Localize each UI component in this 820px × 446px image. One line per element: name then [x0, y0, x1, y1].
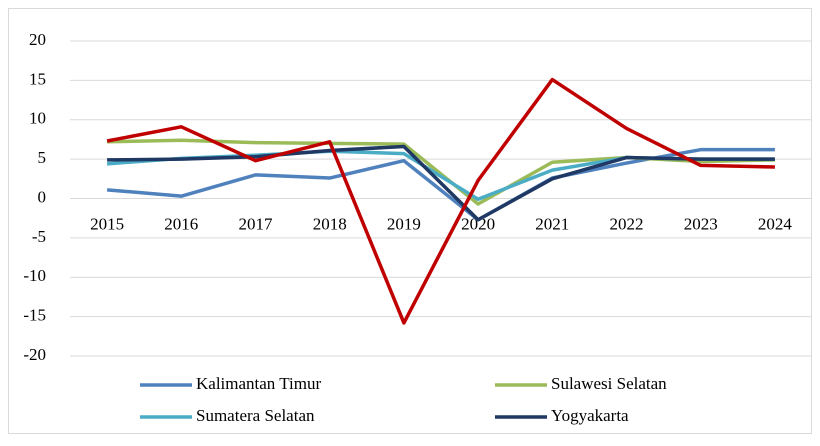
y-tick-label: 5 — [38, 148, 47, 167]
y-tick-label: 0 — [38, 187, 47, 206]
x-tick-label: 2023 — [684, 214, 718, 233]
y-tick-label: -20 — [23, 345, 46, 364]
y-tick-label: 20 — [29, 30, 46, 49]
x-tick-label: 2024 — [758, 214, 793, 233]
y-tick-label: -5 — [32, 227, 46, 246]
legend-label: Yogyakarta — [551, 406, 629, 425]
series-line — [106, 147, 775, 222]
y-tick-label: 15 — [29, 69, 46, 88]
legend-label: Kalimantan Timur — [196, 374, 321, 393]
x-tick-label: 2016 — [164, 214, 198, 233]
series-line — [106, 77, 775, 325]
legend-label: Sulawesi Selatan — [551, 374, 667, 393]
y-tick-label: 10 — [29, 109, 46, 128]
x-tick-label: 2015 — [90, 214, 124, 233]
chart-border — [8, 8, 812, 434]
y-tick-label: -10 — [23, 266, 46, 285]
y-tick-label: -15 — [23, 306, 46, 325]
x-tick-label: 2019 — [387, 214, 421, 233]
x-tick-label: 2022 — [610, 214, 644, 233]
x-tick-label: 2021 — [535, 214, 569, 233]
series-line — [107, 144, 775, 222]
x-tick-label: 2018 — [313, 214, 347, 233]
x-tick-label: 2020 — [461, 214, 495, 233]
x-tick-label: 2017 — [239, 214, 274, 233]
legend-label: Sumatera Selatan — [196, 406, 315, 425]
